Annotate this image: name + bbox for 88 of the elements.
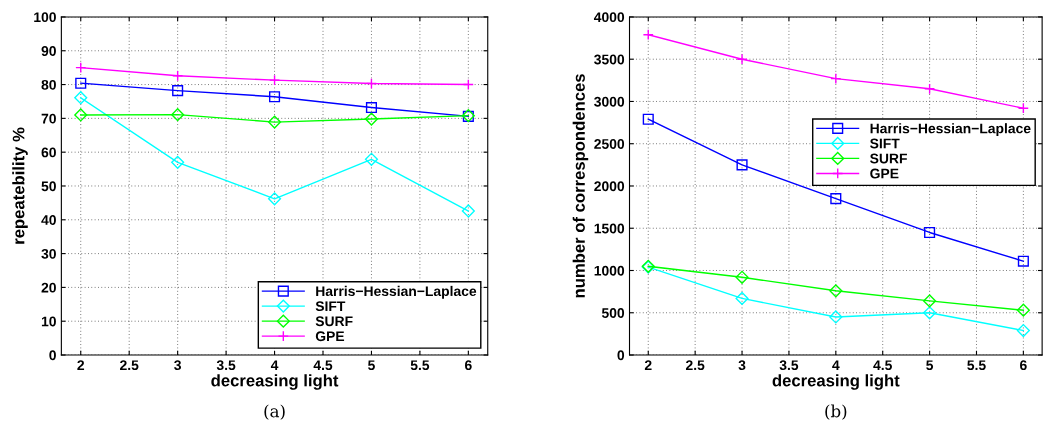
- x-tick-label: 2.5: [120, 360, 139, 371]
- point: [364, 112, 379, 126]
- point: [267, 192, 282, 206]
- point: [462, 79, 474, 91]
- point: [830, 73, 842, 85]
- x-tick-label: 2.5: [685, 360, 705, 371]
- point: [461, 204, 475, 218]
- text: (b): [825, 404, 847, 420]
- point: [171, 108, 185, 122]
- x-tick-label: 5.5: [410, 360, 430, 371]
- point: [172, 85, 184, 97]
- point: [642, 29, 654, 41]
- point: [735, 270, 749, 284]
- x-tick-label: 6: [1020, 360, 1027, 371]
- point: [74, 91, 88, 105]
- y-tick-label: 1000: [594, 265, 625, 276]
- point: [365, 101, 378, 114]
- point: [74, 108, 88, 122]
- legend-label: GPE: [870, 168, 899, 179]
- point: [1017, 255, 1029, 267]
- point: [736, 53, 748, 65]
- x-tick-label: 3.5: [216, 360, 236, 371]
- x-tick-label: 3: [738, 360, 746, 371]
- x-tick-label: 4: [270, 360, 279, 370]
- x-axis-title: decreasing light: [772, 374, 900, 390]
- y-tick-label: 0: [617, 350, 625, 361]
- point: [171, 155, 185, 169]
- y-tick-label: 3500: [594, 54, 625, 65]
- point: [365, 77, 378, 90]
- point: [364, 152, 379, 166]
- point: [267, 115, 282, 129]
- point: [642, 113, 654, 125]
- point: [1017, 102, 1029, 114]
- y-tick-label: 60: [41, 147, 56, 158]
- point: [923, 306, 937, 320]
- x-tick-label: 4.5: [313, 360, 333, 371]
- x-tick-label: 3: [174, 360, 182, 371]
- x-tick-label: 4: [832, 360, 840, 370]
- legend-label: SURF: [870, 153, 907, 164]
- y-axis-title: repeatebility %: [12, 127, 28, 244]
- y-tick-label: 20: [41, 282, 56, 293]
- y-tick-label: 10: [41, 316, 56, 327]
- x-tick-label: 5: [368, 360, 375, 371]
- point: [830, 193, 842, 205]
- legend-label: Harris−Hessian−Laplace: [870, 123, 1031, 137]
- y-tick-label: 100: [34, 12, 56, 23]
- point: [923, 294, 937, 308]
- point: [829, 284, 843, 298]
- y-tick-label: 3000: [594, 96, 625, 107]
- x-tick-label: 2: [77, 360, 85, 370]
- point: [829, 310, 843, 324]
- y-tick-label: 90: [41, 46, 56, 56]
- y-tick-label: 70: [41, 113, 56, 124]
- y-tick-label: 2000: [594, 181, 625, 192]
- point: [1016, 323, 1030, 338]
- point: [735, 291, 749, 305]
- point: [172, 70, 184, 82]
- point: [268, 74, 281, 86]
- point: [1016, 303, 1030, 317]
- legend-label: SIFT: [315, 301, 346, 312]
- y-tick-label: 40: [41, 215, 56, 225]
- legend-label: Harris−Hessian−Laplace: [316, 285, 477, 299]
- x-tick-label: 3.5: [779, 360, 799, 371]
- y-tick-label: 80: [41, 79, 56, 90]
- y-tick-label: 4000: [593, 12, 625, 23]
- x-axis-title: decreasing light: [211, 374, 339, 390]
- y-tick-label: 2500: [594, 139, 625, 149]
- point: [736, 159, 748, 171]
- legend-label: GPE: [315, 331, 345, 342]
- y-tick-label: 500: [601, 308, 625, 318]
- x-tick-label: 6: [465, 360, 472, 371]
- x-tick-label: 5.5: [967, 360, 986, 371]
- legend-label: SURF: [315, 316, 353, 327]
- y-axis-title: number of correspondences: [572, 74, 589, 298]
- point: [75, 77, 87, 89]
- x-tick-label: 4.5: [873, 360, 892, 371]
- x-tick-label: 2: [644, 360, 652, 370]
- y-tick-label: 1500: [594, 223, 625, 234]
- point: [924, 226, 936, 239]
- y-tick-label: 50: [41, 181, 56, 192]
- point: [75, 62, 87, 74]
- y-tick-label: 0: [49, 350, 56, 361]
- point: [924, 83, 936, 95]
- point: [268, 91, 281, 103]
- legend-label: SIFT: [870, 138, 900, 149]
- text: (a): [264, 404, 285, 420]
- x-tick-label: 5: [926, 360, 934, 371]
- y-tick-label: 30: [41, 248, 56, 259]
